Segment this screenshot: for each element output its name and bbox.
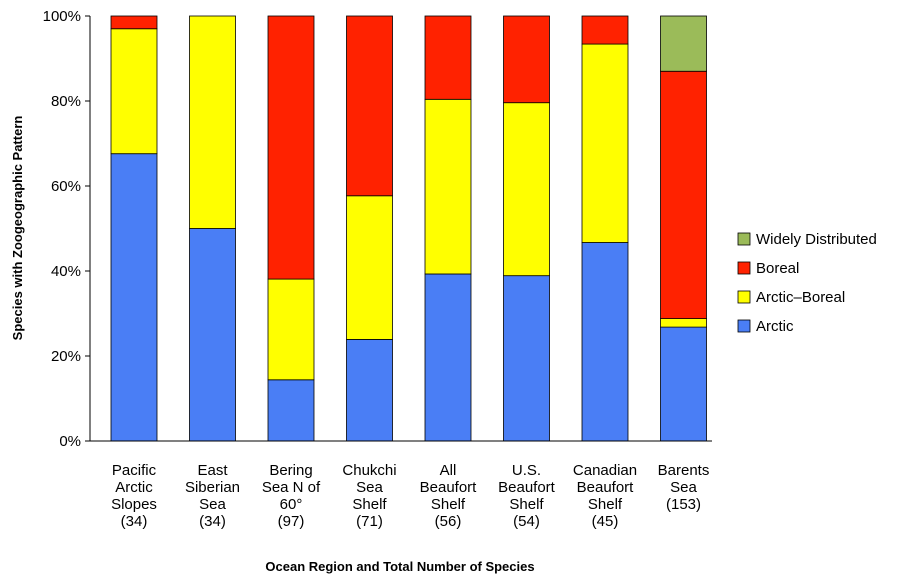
x-tick-label-line: 60° bbox=[280, 496, 303, 513]
x-tick-label-line: Bering bbox=[269, 462, 312, 479]
y-axis-title: Species with Zoogeographic Pattern bbox=[10, 116, 25, 341]
x-tick-label-line: (97) bbox=[278, 513, 305, 530]
y-tick-label: 0% bbox=[59, 433, 81, 450]
bar-segment-arctic bbox=[346, 339, 393, 442]
x-tick-label-line: Shelf bbox=[352, 496, 387, 513]
x-tick-label-line: Shelf bbox=[431, 496, 466, 513]
x-tick-label-line: Siberian bbox=[185, 479, 240, 496]
bar-segment-arctic-boreal bbox=[267, 278, 315, 381]
x-tick-label-line: Shelf bbox=[509, 496, 544, 513]
bar-segment-arctic bbox=[267, 379, 315, 442]
y-tick-label: 40% bbox=[51, 263, 81, 280]
x-tick-label: Pacific Arctic Slopes (34) bbox=[111, 462, 157, 530]
y-tick-label: 20% bbox=[51, 348, 81, 365]
x-tick-label-line: Barents bbox=[658, 462, 710, 479]
y-axis: 0% 20% 40% 60% 80% 100% bbox=[43, 8, 91, 450]
x-tick-label-line: Sea N of bbox=[262, 479, 321, 496]
y-tick-label: 60% bbox=[51, 178, 81, 195]
legend-swatch bbox=[737, 319, 751, 333]
x-tick-label-line: Arctic bbox=[115, 479, 153, 496]
x-tick-label: East Siberian Sea (34) bbox=[185, 462, 240, 530]
bar-segment-boreal bbox=[110, 15, 158, 30]
x-tick-label-line: (34) bbox=[199, 513, 226, 530]
x-tick-label-line: Beaufort bbox=[498, 479, 556, 496]
x-tick-label: U.S. Beaufort Shelf (54) bbox=[498, 462, 556, 530]
bar-segment-arctic bbox=[424, 273, 472, 442]
x-tick-label-line: Sea bbox=[199, 496, 226, 513]
x-tick-label-line: (153) bbox=[666, 496, 701, 513]
x-axis-title: Ocean Region and Total Number of Species bbox=[265, 559, 534, 574]
bar-segment-arctic-boreal bbox=[346, 195, 393, 340]
x-tick-label-line: (56) bbox=[435, 513, 462, 530]
x-tick-label-line: (45) bbox=[592, 513, 619, 530]
legend: Widely Distributed Boreal Arctic–Boreal Arc… bbox=[737, 231, 877, 335]
bar-segment-arctic-boreal bbox=[660, 318, 707, 328]
legend-label: Arctic bbox=[756, 318, 794, 335]
x-tick-label-line: (54) bbox=[513, 513, 540, 530]
x-tick-label-line: Beaufort bbox=[420, 479, 478, 496]
x-tick-label: Canadian Beaufort Shelf (45) bbox=[573, 462, 637, 530]
x-tick-label-line: (71) bbox=[356, 513, 383, 530]
x-tick-label-line: Pacific bbox=[112, 462, 157, 479]
bar-segment-arctic-boreal bbox=[581, 43, 629, 243]
bar-segment-arctic bbox=[189, 228, 236, 442]
x-tick-label: Barents Sea (153) bbox=[658, 462, 710, 513]
x-tick-label-line: U.S. bbox=[512, 462, 541, 479]
bar-segment-arctic bbox=[110, 153, 158, 442]
legend-label: Widely Distributed bbox=[756, 231, 877, 248]
bar-segment-boreal bbox=[424, 15, 472, 100]
bar-segment-arctic bbox=[503, 275, 550, 442]
legend-swatch bbox=[737, 290, 751, 304]
bar-segment-arctic bbox=[581, 242, 629, 442]
bar-segment-arctic bbox=[660, 326, 707, 442]
x-tick-label-line: Shelf bbox=[588, 496, 623, 513]
y-tick-label: 80% bbox=[51, 93, 81, 110]
x-axis-tick-labels: Pacific Arctic Slopes (34)East Siberian Sea (3… bbox=[111, 462, 709, 530]
legend-label: Arctic–Boreal bbox=[756, 289, 845, 306]
bar-segment-arctic-boreal bbox=[110, 28, 158, 155]
x-tick-label-line: (34) bbox=[121, 513, 148, 530]
x-tick-label-line: Chukchi bbox=[342, 462, 396, 479]
bar-segment-arctic-boreal bbox=[424, 98, 472, 275]
x-tick-label-line: Canadian bbox=[573, 462, 637, 479]
x-tick-label: All Beaufort Shelf (56) bbox=[420, 462, 478, 530]
bar-segment-widely-distributed bbox=[660, 15, 707, 72]
bars bbox=[90, 15, 712, 442]
bar-segment-boreal bbox=[267, 15, 315, 280]
bar-segment-arctic-boreal bbox=[189, 15, 236, 229]
bar-segment-arctic-boreal bbox=[503, 102, 550, 277]
x-tick-label-line: Beaufort bbox=[577, 479, 635, 496]
bar-segment-boreal bbox=[581, 15, 629, 45]
x-tick-label: Chukchi Sea Shelf (71) bbox=[342, 462, 396, 530]
y-tick-label: 100% bbox=[43, 8, 81, 25]
legend-swatch bbox=[737, 261, 751, 275]
bar-segment-boreal bbox=[503, 15, 550, 104]
x-tick-label: Bering Sea N of 60° (97) bbox=[262, 462, 321, 530]
x-tick-label-line: Sea bbox=[670, 479, 697, 496]
legend-swatch bbox=[737, 232, 751, 246]
x-tick-label-line: Slopes bbox=[111, 496, 157, 513]
x-tick-label-line: Sea bbox=[356, 479, 383, 496]
x-tick-label-line: All bbox=[440, 462, 457, 479]
legend-label: Boreal bbox=[756, 260, 799, 277]
bar-segment-boreal bbox=[660, 70, 707, 320]
x-tick-label-line: East bbox=[197, 462, 228, 479]
bar-segment-boreal bbox=[346, 15, 393, 197]
